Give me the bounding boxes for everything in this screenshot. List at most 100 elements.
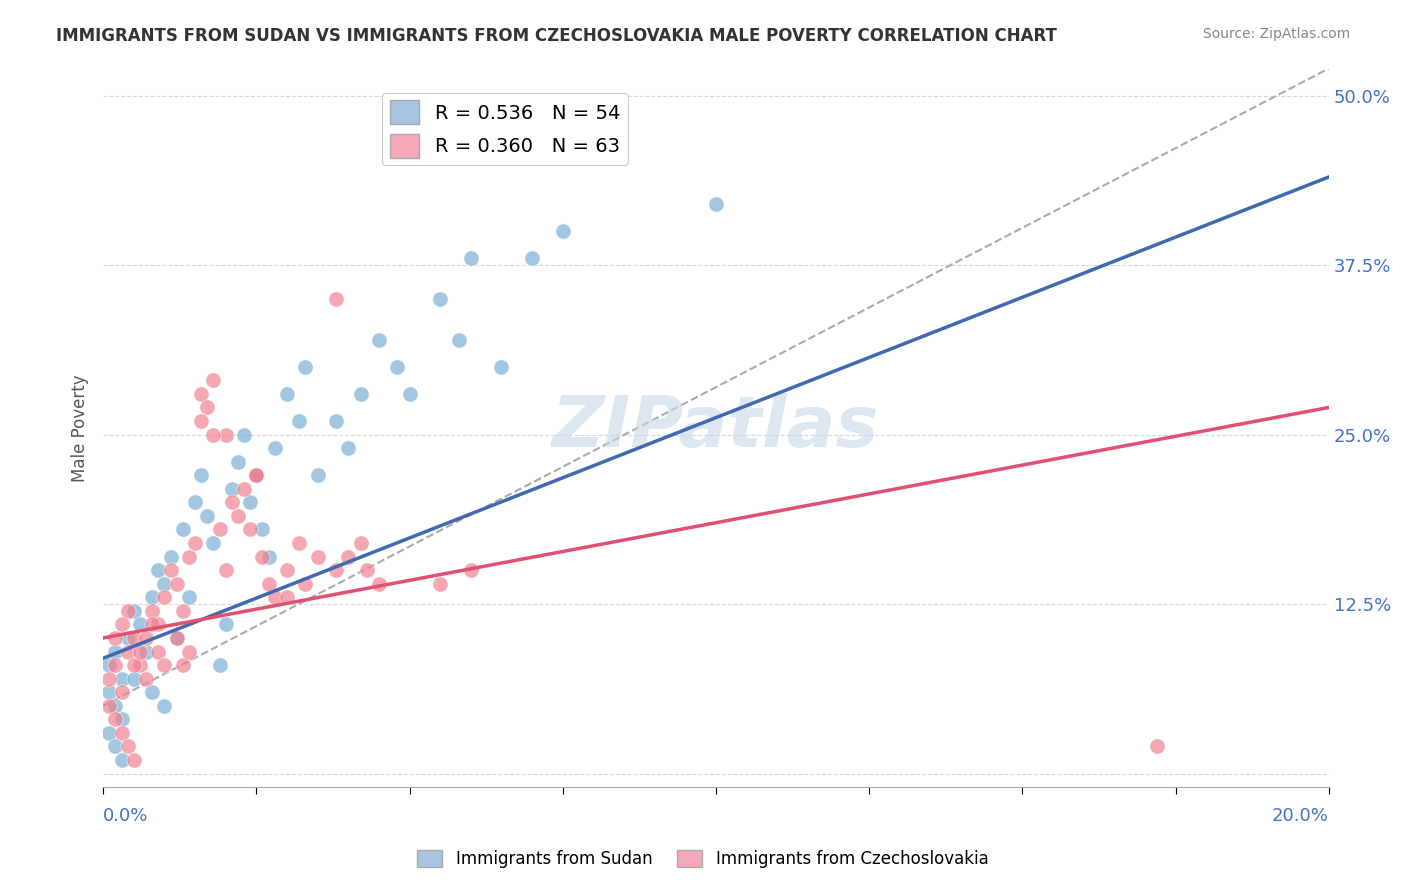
Point xyxy=(257,576,280,591)
Point xyxy=(166,631,188,645)
Point xyxy=(276,563,298,577)
Point xyxy=(172,658,194,673)
Point xyxy=(202,373,225,387)
Point xyxy=(148,563,170,577)
Point xyxy=(221,482,243,496)
Point xyxy=(166,631,188,645)
Point xyxy=(172,604,194,618)
Point xyxy=(337,441,360,455)
Text: IMMIGRANTS FROM SUDAN VS IMMIGRANTS FROM CZECHOSLOVAKIA MALE POVERTY CORRELATION: IMMIGRANTS FROM SUDAN VS IMMIGRANTS FROM… xyxy=(56,27,1057,45)
Point xyxy=(135,631,157,645)
Point xyxy=(195,401,218,415)
Point xyxy=(263,441,285,455)
Point xyxy=(325,563,347,577)
Point xyxy=(110,712,132,726)
Point xyxy=(141,685,163,699)
Point xyxy=(294,576,316,591)
Point xyxy=(325,292,347,306)
Point xyxy=(337,549,360,564)
Point xyxy=(215,563,238,577)
Point xyxy=(215,427,238,442)
Point xyxy=(122,672,145,686)
Point xyxy=(190,414,212,428)
Point xyxy=(195,508,218,523)
Point xyxy=(104,739,127,754)
Legend: R = 0.536   N = 54, R = 0.360   N = 63: R = 0.536 N = 54, R = 0.360 N = 63 xyxy=(382,93,628,165)
Point xyxy=(104,658,127,673)
Point xyxy=(184,536,207,550)
Point xyxy=(349,387,371,401)
Point xyxy=(208,523,231,537)
Point xyxy=(491,359,513,374)
Point xyxy=(110,753,132,767)
Point xyxy=(153,576,176,591)
Point xyxy=(129,644,152,658)
Point xyxy=(98,726,121,740)
Point xyxy=(226,455,249,469)
Point xyxy=(172,523,194,537)
Point xyxy=(153,658,176,673)
Point xyxy=(141,617,163,632)
Point xyxy=(356,563,378,577)
Point xyxy=(98,685,121,699)
Point xyxy=(460,252,482,266)
Point xyxy=(117,604,139,618)
Point xyxy=(153,698,176,713)
Point xyxy=(117,631,139,645)
Point xyxy=(276,387,298,401)
Text: 20.0%: 20.0% xyxy=(1272,807,1329,825)
Point xyxy=(221,495,243,509)
Point xyxy=(153,591,176,605)
Point xyxy=(159,549,181,564)
Point xyxy=(110,617,132,632)
Point xyxy=(245,468,267,483)
Point xyxy=(122,658,145,673)
Point xyxy=(215,617,238,632)
Point xyxy=(367,333,389,347)
Point xyxy=(288,414,311,428)
Point xyxy=(245,468,267,483)
Point xyxy=(177,549,200,564)
Point xyxy=(520,252,543,266)
Point xyxy=(208,658,231,673)
Point xyxy=(104,712,127,726)
Point xyxy=(202,536,225,550)
Point xyxy=(551,224,574,238)
Point xyxy=(166,576,188,591)
Point xyxy=(148,644,170,658)
Point xyxy=(1146,739,1168,754)
Point xyxy=(349,536,371,550)
Point xyxy=(447,333,470,347)
Point xyxy=(122,631,145,645)
Text: 0.0%: 0.0% xyxy=(103,807,149,825)
Point xyxy=(239,523,262,537)
Point xyxy=(288,536,311,550)
Point xyxy=(148,617,170,632)
Point xyxy=(252,523,274,537)
Point xyxy=(307,468,329,483)
Point xyxy=(177,591,200,605)
Point xyxy=(104,631,127,645)
Point xyxy=(141,591,163,605)
Point xyxy=(184,495,207,509)
Point xyxy=(233,427,256,442)
Point xyxy=(226,508,249,523)
Point xyxy=(135,672,157,686)
Point xyxy=(104,698,127,713)
Point xyxy=(263,591,285,605)
Point xyxy=(307,549,329,564)
Point xyxy=(110,685,132,699)
Point xyxy=(177,644,200,658)
Point xyxy=(98,698,121,713)
Point xyxy=(239,495,262,509)
Point xyxy=(245,468,267,483)
Point xyxy=(117,739,139,754)
Point xyxy=(367,576,389,591)
Point xyxy=(104,644,127,658)
Point xyxy=(122,604,145,618)
Point xyxy=(159,563,181,577)
Point xyxy=(276,591,298,605)
Point xyxy=(257,549,280,564)
Point xyxy=(190,468,212,483)
Point xyxy=(252,549,274,564)
